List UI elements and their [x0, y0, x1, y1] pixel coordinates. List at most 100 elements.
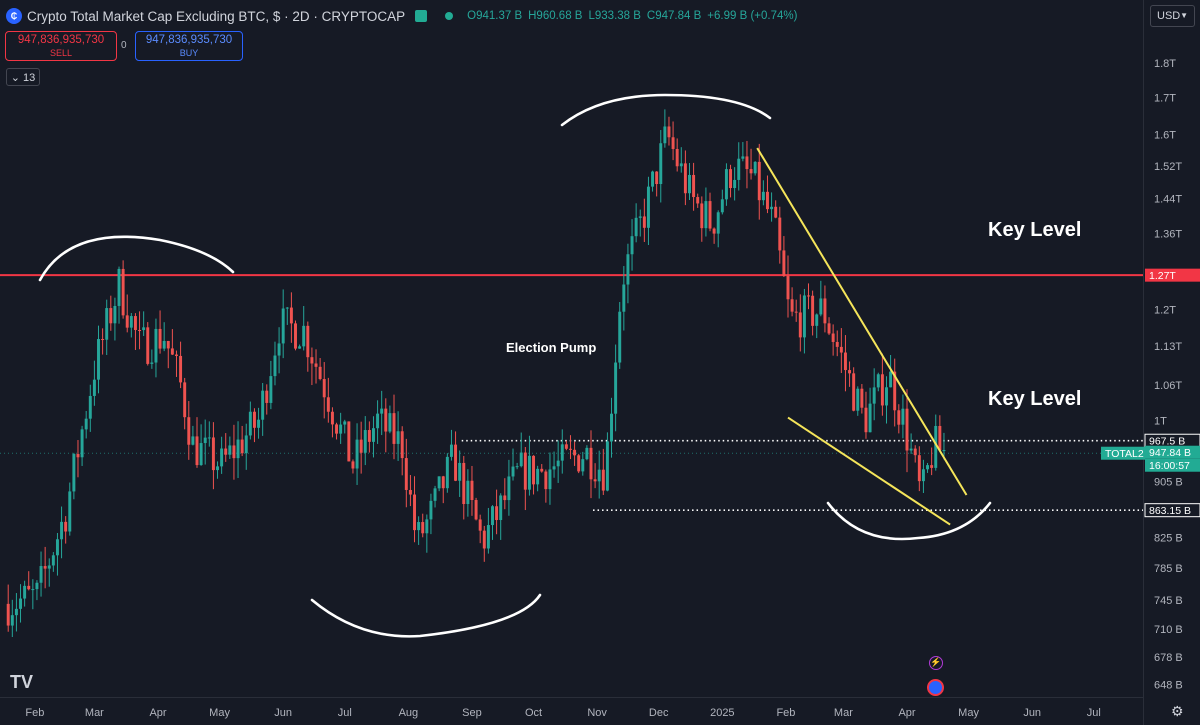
time-tick-label: Oct	[525, 707, 542, 719]
candle-body	[802, 295, 806, 338]
candle-body	[310, 357, 314, 364]
caret-down-icon: ▼	[1180, 11, 1188, 20]
candle-body	[564, 444, 568, 449]
candle-body	[39, 566, 43, 583]
candle-body	[642, 216, 646, 228]
candle-body	[651, 171, 655, 187]
candle-body	[199, 443, 203, 466]
time-tick-label: Jul	[338, 707, 352, 719]
candle-body	[183, 382, 187, 418]
candle-body	[675, 148, 679, 167]
candle-body	[626, 254, 630, 285]
time-tick-label: Feb	[25, 707, 44, 719]
candle-body	[261, 390, 265, 420]
gear-icon[interactable]: ⚙	[1171, 703, 1184, 719]
symbol-title[interactable]: Crypto Total Market Cap Excluding BTC, $…	[27, 8, 406, 24]
candle-body	[14, 608, 18, 616]
buy-button[interactable]: 947,836,935,730 BUY	[135, 31, 243, 61]
candle-body	[47, 565, 51, 569]
candle-body	[831, 333, 835, 342]
candle-body	[72, 454, 76, 492]
candle-body	[704, 201, 708, 229]
price-tick-label: 1.36T	[1154, 228, 1182, 240]
candle-body	[113, 305, 117, 324]
price-tag-bg	[1145, 268, 1200, 282]
candle-body	[228, 445, 232, 455]
candle-body	[856, 388, 860, 411]
candle-body	[712, 228, 716, 234]
tradingview-logo[interactable]: TV	[10, 672, 34, 692]
candle-body	[696, 197, 700, 204]
candle-body	[753, 161, 757, 174]
candle-body	[536, 468, 540, 485]
candle-body	[729, 169, 733, 189]
candle-body	[421, 522, 425, 534]
candle-body	[930, 465, 934, 468]
candle-body	[97, 339, 100, 380]
candle-body	[909, 448, 913, 451]
candle-body	[347, 421, 351, 462]
ohlc-close: C947.84 B	[646, 10, 702, 22]
time-tick-label: Dec	[649, 707, 669, 719]
candle-body	[232, 445, 236, 459]
price-tag-label: TOTAL2	[1105, 448, 1144, 460]
candle-body	[630, 236, 634, 255]
event-marker-icon[interactable]: ⚡	[929, 656, 943, 670]
price-axis: 1.8T 1.7T 1.6T 1.52T 1.44T 1.36T 1.2T 1.13T 1.06…	[1101, 0, 1200, 725]
candle-body	[19, 598, 22, 609]
candle-body	[778, 217, 782, 251]
time-tick-label: May	[209, 707, 230, 719]
candle-body	[376, 413, 380, 429]
candle-body	[84, 418, 88, 430]
indicators-toggle-button[interactable]: ⌄ 13	[6, 68, 40, 86]
ohlc-high: H960.68 B	[528, 10, 583, 22]
candle-body	[770, 206, 774, 210]
time-axis: Feb Mar Apr May Jun Jul Aug Sep Oct Nov Dec 2025 Feb…	[0, 697, 1143, 719]
candle-body	[622, 284, 626, 312]
candle-body	[757, 161, 761, 201]
candle-body	[765, 191, 769, 210]
candle-body	[88, 395, 92, 419]
buy-price: 947,836,935,730	[145, 34, 233, 46]
sell-button[interactable]: 947,836,935,730 SELL	[5, 31, 117, 61]
us-flag-event-icon[interactable]	[927, 679, 944, 696]
candle-body	[897, 410, 901, 425]
candle-body	[540, 468, 544, 472]
candle-body	[175, 354, 178, 356]
candle-body	[815, 314, 819, 326]
price-tick-label: 785 B	[1154, 563, 1183, 575]
candle-body	[207, 437, 211, 439]
currency-select[interactable]: USD ▼	[1150, 5, 1195, 27]
candle-body	[811, 295, 815, 326]
time-tick-label: 2025	[710, 707, 734, 719]
candle-body	[782, 250, 786, 277]
candle-body	[618, 311, 622, 363]
candle-body	[745, 156, 749, 170]
candle-body	[876, 374, 880, 388]
candle-body	[913, 448, 917, 456]
candle-body	[371, 428, 375, 442]
price-tag-label: 16:00:57	[1149, 460, 1190, 472]
price-tick-label: 905 B	[1154, 476, 1183, 488]
time-tick-label: Mar	[834, 707, 853, 719]
candle-body	[240, 439, 244, 454]
candle-body	[926, 465, 930, 470]
candle-body	[248, 411, 252, 436]
candle-body	[133, 316, 137, 331]
candle-body	[92, 379, 96, 396]
candle-body	[552, 466, 556, 470]
candle-body	[905, 408, 909, 451]
time-tick-label: Nov	[587, 707, 607, 719]
candle-body	[577, 455, 581, 472]
candle-body	[679, 163, 683, 167]
candle-body	[614, 362, 618, 414]
candle-body	[380, 408, 384, 414]
candle-body	[142, 327, 146, 331]
candle-body	[482, 530, 486, 549]
candle-body	[166, 340, 170, 349]
candle-body	[388, 413, 392, 432]
price-tick-label: 1T	[1154, 416, 1167, 428]
candle-body	[597, 469, 601, 482]
candle-body	[339, 424, 343, 434]
